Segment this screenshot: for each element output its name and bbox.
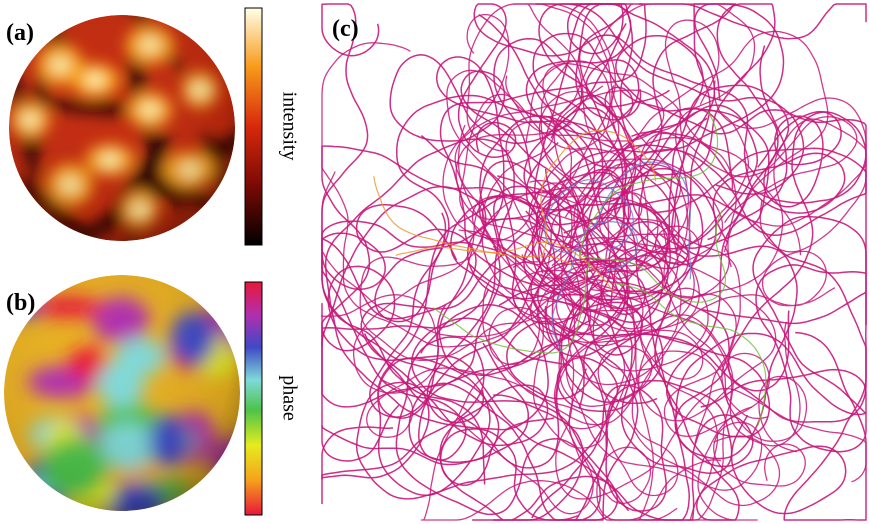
colorbar [245,282,262,515]
colorbar-label: phase [278,375,300,421]
intensity-sphere [2,0,264,252]
colorbar-label: intensity [278,92,300,161]
panel-label: (c) [332,16,359,42]
colorbar [245,8,262,245]
panel-label: (a) [6,20,34,46]
panel-label: (b) [6,290,35,316]
phase-sphere [0,275,264,524]
vortex-lines [322,4,866,520]
phase-patch [210,487,240,524]
figure: intensity (a) phase (b) (c) [0,0,870,524]
